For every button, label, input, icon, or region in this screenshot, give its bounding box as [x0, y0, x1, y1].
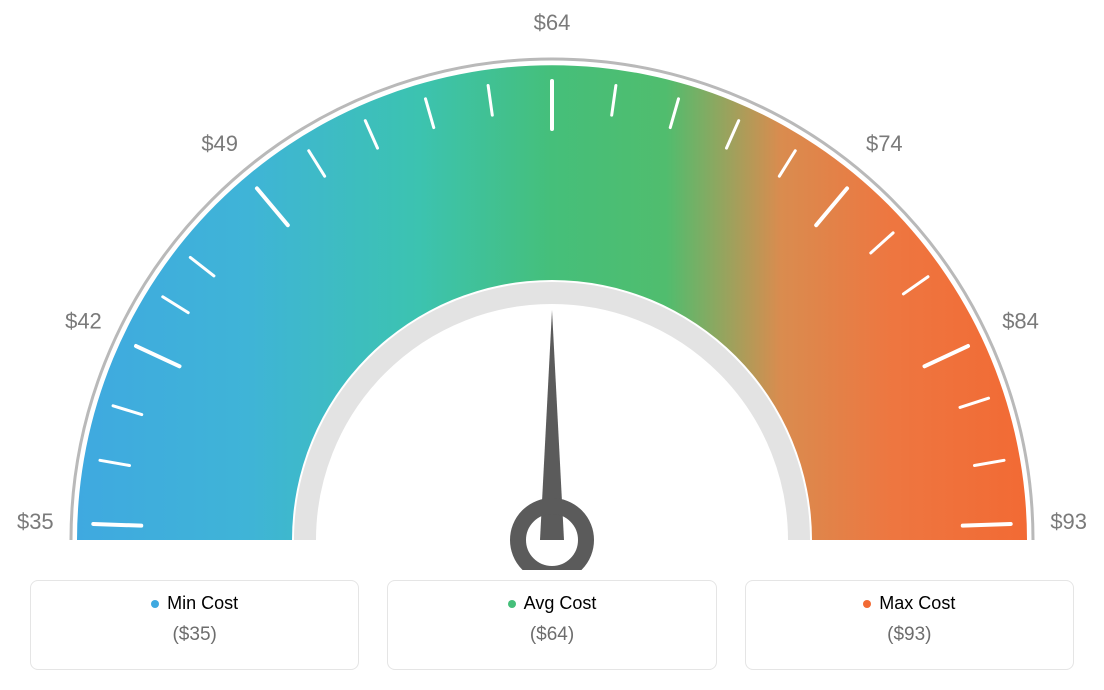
- svg-text:$42: $42: [65, 309, 102, 334]
- legend-label-max: Max Cost: [879, 593, 955, 614]
- svg-text:$49: $49: [201, 131, 238, 156]
- svg-text:$84: $84: [1002, 309, 1039, 334]
- svg-text:$35: $35: [17, 509, 54, 534]
- legend-dot-min: [151, 600, 159, 608]
- legend-label-min: Min Cost: [167, 593, 238, 614]
- gauge-chart: $35 $42 $49 $64 $74 $84 $93: [0, 0, 1104, 570]
- legend-value-avg: ($64): [388, 624, 715, 646]
- svg-text:$74: $74: [866, 131, 903, 156]
- legend-dot-max: [863, 600, 871, 608]
- legend-card-min: Min Cost ($35): [30, 580, 359, 670]
- legend-card-avg: Avg Cost ($64): [387, 580, 716, 670]
- svg-text:$93: $93: [1050, 509, 1087, 534]
- legend-dot-avg: [508, 600, 516, 608]
- legend-card-max: Max Cost ($93): [745, 580, 1074, 670]
- legend-row: Min Cost ($35) Avg Cost ($64) Max Cost (…: [0, 580, 1104, 690]
- legend-label-avg: Avg Cost: [524, 593, 597, 614]
- legend-value-max: ($93): [746, 624, 1073, 646]
- legend-value-min: ($35): [31, 624, 358, 646]
- svg-text:$64: $64: [534, 10, 571, 35]
